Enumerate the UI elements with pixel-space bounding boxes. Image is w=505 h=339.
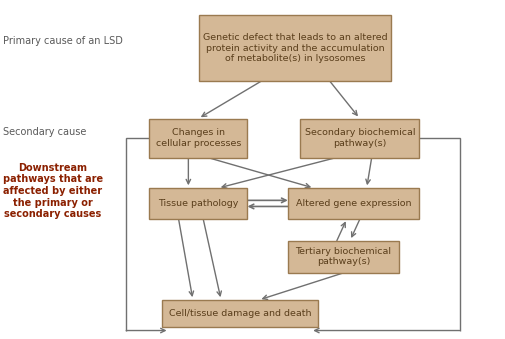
FancyBboxPatch shape xyxy=(149,188,247,219)
FancyBboxPatch shape xyxy=(199,15,391,81)
Text: Tertiary biochemical
pathway(s): Tertiary biochemical pathway(s) xyxy=(295,247,391,266)
FancyBboxPatch shape xyxy=(288,188,419,219)
Text: Downstream
pathways that are
affected by either
the primary or
secondary causes: Downstream pathways that are affected by… xyxy=(3,163,103,219)
FancyBboxPatch shape xyxy=(149,119,247,158)
Text: Altered gene expression: Altered gene expression xyxy=(296,199,411,208)
Text: Tissue pathology: Tissue pathology xyxy=(158,199,238,208)
Text: Genetic defect that leads to an altered
protein activity and the accumulation
of: Genetic defect that leads to an altered … xyxy=(203,34,388,63)
Text: Cell/tissue damage and death: Cell/tissue damage and death xyxy=(169,309,311,318)
FancyBboxPatch shape xyxy=(288,241,399,273)
FancyBboxPatch shape xyxy=(300,119,419,158)
Text: Primary cause of an LSD: Primary cause of an LSD xyxy=(3,36,122,45)
Text: Secondary cause: Secondary cause xyxy=(3,127,86,137)
FancyBboxPatch shape xyxy=(162,300,318,327)
Text: Changes in
cellular processes: Changes in cellular processes xyxy=(156,128,241,148)
Text: Secondary biochemical
pathway(s): Secondary biochemical pathway(s) xyxy=(305,128,415,148)
